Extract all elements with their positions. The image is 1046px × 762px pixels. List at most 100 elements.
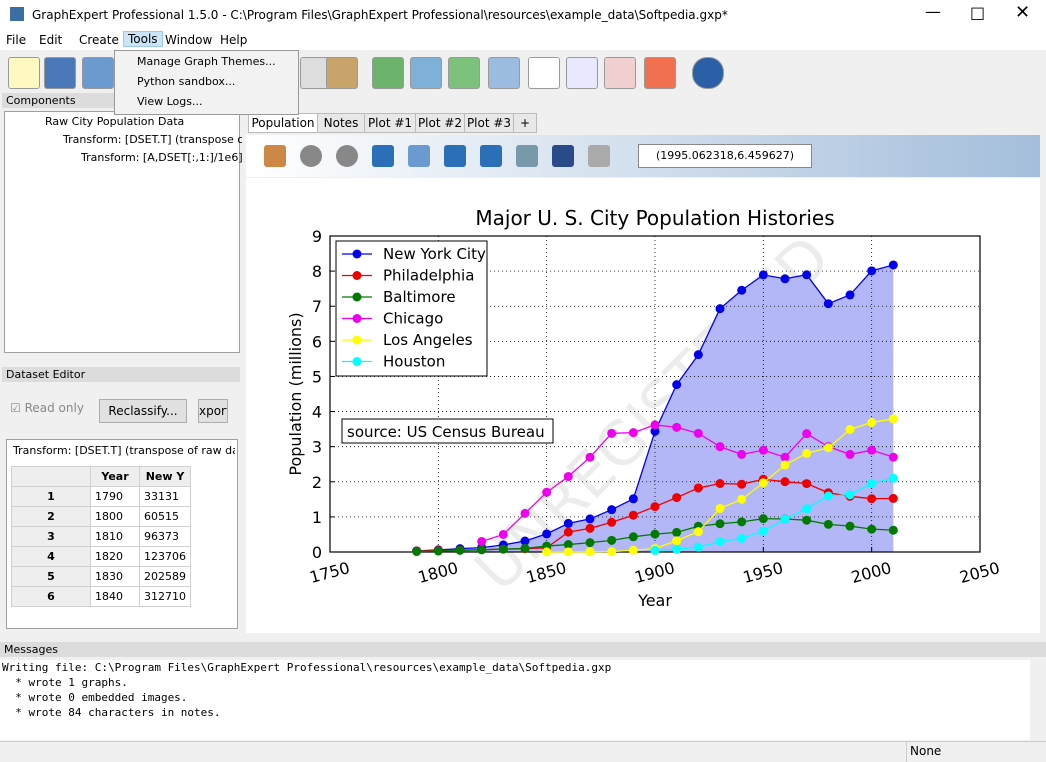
toolbar-button[interactable] bbox=[8, 57, 40, 89]
toolbar-button[interactable] bbox=[488, 57, 520, 89]
x-tick-label: 1950 bbox=[741, 558, 785, 587]
legend-marker bbox=[352, 271, 362, 280]
plot-tool[interactable] bbox=[588, 145, 610, 167]
point bbox=[888, 260, 898, 270]
menu-entry[interactable]: View Logs... bbox=[137, 95, 203, 108]
point bbox=[867, 266, 877, 276]
toolbar-button[interactable] bbox=[82, 57, 114, 89]
point bbox=[650, 529, 660, 539]
menu-item[interactable]: Edit bbox=[39, 33, 63, 47]
plot-tool[interactable] bbox=[480, 145, 502, 167]
plot-tool[interactable] bbox=[336, 145, 358, 167]
plot-tool[interactable] bbox=[372, 145, 394, 167]
point bbox=[737, 449, 747, 459]
button[interactable]: Reclassify... bbox=[99, 399, 187, 423]
point bbox=[455, 545, 465, 555]
plot-tool[interactable] bbox=[444, 145, 466, 167]
point bbox=[693, 428, 703, 438]
row: 5 1830 202589 bbox=[11, 566, 191, 587]
tab[interactable]: Plot #3 bbox=[464, 113, 514, 133]
menu-item[interactable]: Tools bbox=[123, 31, 163, 47]
status: None bbox=[906, 742, 941, 762]
point bbox=[758, 270, 768, 280]
point bbox=[520, 536, 530, 546]
point bbox=[823, 491, 833, 501]
y-axis-label: Population (millions) bbox=[286, 312, 305, 475]
point bbox=[672, 493, 682, 503]
toolbar-button[interactable] bbox=[448, 57, 480, 89]
point bbox=[780, 514, 790, 524]
read-only-checkbox[interactable]: ☑ Read only bbox=[10, 401, 84, 415]
cell: 1790 bbox=[90, 486, 140, 507]
toolbar-button[interactable] bbox=[692, 57, 724, 89]
legend-label: Baltimore bbox=[383, 288, 456, 306]
tree-item[interactable]: Raw City Population Data bbox=[45, 115, 185, 128]
label: Read only bbox=[24, 401, 84, 415]
menu-item[interactable]: Create bbox=[79, 33, 119, 47]
log-line: * wrote 84 characters in notes. bbox=[2, 706, 221, 719]
tab[interactable]: Notes bbox=[317, 113, 365, 133]
cell: 60515 bbox=[139, 506, 191, 527]
point bbox=[888, 473, 898, 483]
maximize[interactable]: □ bbox=[970, 3, 986, 22]
toolbar-button[interactable] bbox=[326, 57, 358, 89]
point bbox=[607, 428, 617, 438]
legend-label: New York City bbox=[383, 245, 486, 263]
tree: Raw City Population Data Transform: [DSET… bbox=[4, 111, 244, 353]
title-bar: GraphExpert Professional 1.5.0 - C:\Prog… bbox=[0, 0, 1046, 30]
point bbox=[585, 547, 595, 557]
header-row: Year New Y bbox=[11, 466, 191, 487]
plot-tool[interactable] bbox=[408, 145, 430, 167]
toolbar-button[interactable] bbox=[604, 57, 636, 89]
row-header: 2 bbox=[11, 506, 91, 527]
plot-tool[interactable] bbox=[552, 145, 574, 167]
plot-tool[interactable] bbox=[300, 145, 322, 167]
chart-title: Major U. S. City Population Histories bbox=[475, 206, 834, 230]
toolbar-button[interactable] bbox=[644, 57, 676, 89]
row-header: 1 bbox=[11, 486, 91, 507]
tree-item[interactable]: Transform: [A,DSET[:,1:]/1e6] bbox=[81, 151, 243, 164]
point bbox=[650, 420, 660, 430]
tab[interactable]: Plot #2 bbox=[415, 113, 465, 133]
point bbox=[802, 448, 812, 458]
point bbox=[672, 527, 682, 537]
point bbox=[542, 487, 552, 497]
toolbar-button[interactable] bbox=[566, 57, 598, 89]
toolbar-button[interactable] bbox=[372, 57, 404, 89]
plot-tool[interactable] bbox=[516, 145, 538, 167]
point bbox=[628, 510, 638, 520]
row-header: 4 bbox=[11, 546, 91, 567]
point bbox=[585, 538, 595, 548]
plot-tool[interactable] bbox=[264, 145, 286, 167]
legend-marker bbox=[352, 292, 362, 302]
point bbox=[585, 523, 595, 533]
point bbox=[520, 508, 530, 518]
menu-entry[interactable]: Manage Graph Themes... bbox=[137, 55, 276, 68]
minimize[interactable]: — bbox=[925, 2, 941, 21]
point bbox=[867, 478, 877, 488]
point bbox=[628, 545, 638, 555]
tab[interactable]: + bbox=[513, 113, 537, 133]
menu-item[interactable]: File bbox=[6, 33, 27, 47]
tab[interactable]: Plot #1 bbox=[364, 113, 416, 133]
toolbar-button[interactable] bbox=[44, 57, 76, 89]
point bbox=[823, 299, 833, 309]
menu-entry[interactable]: Python sandbox... bbox=[137, 75, 236, 88]
point bbox=[563, 518, 573, 528]
tree-item[interactable]: Transform: [DSET.T] (transpose c bbox=[63, 133, 244, 146]
toolbar-button[interactable] bbox=[528, 57, 560, 89]
menu-item[interactable]: Window bbox=[165, 33, 213, 47]
x-tick-label: 2050 bbox=[957, 558, 1001, 587]
toolbar-button[interactable] bbox=[410, 57, 442, 89]
y-tick-label: 6 bbox=[312, 332, 322, 351]
menu-item[interactable]: Help bbox=[220, 33, 248, 47]
point bbox=[780, 274, 790, 284]
row: 4 1820 123706 bbox=[11, 546, 191, 567]
panel-title: Dataset Editor bbox=[2, 367, 240, 382]
status-bar: None bbox=[0, 741, 1046, 762]
cell: 1820 bbox=[90, 546, 140, 567]
button[interactable]: xport bbox=[198, 399, 228, 423]
tab[interactable]: Population bbox=[248, 113, 318, 133]
close[interactable]: ✕ bbox=[1015, 2, 1031, 23]
point bbox=[758, 514, 768, 524]
